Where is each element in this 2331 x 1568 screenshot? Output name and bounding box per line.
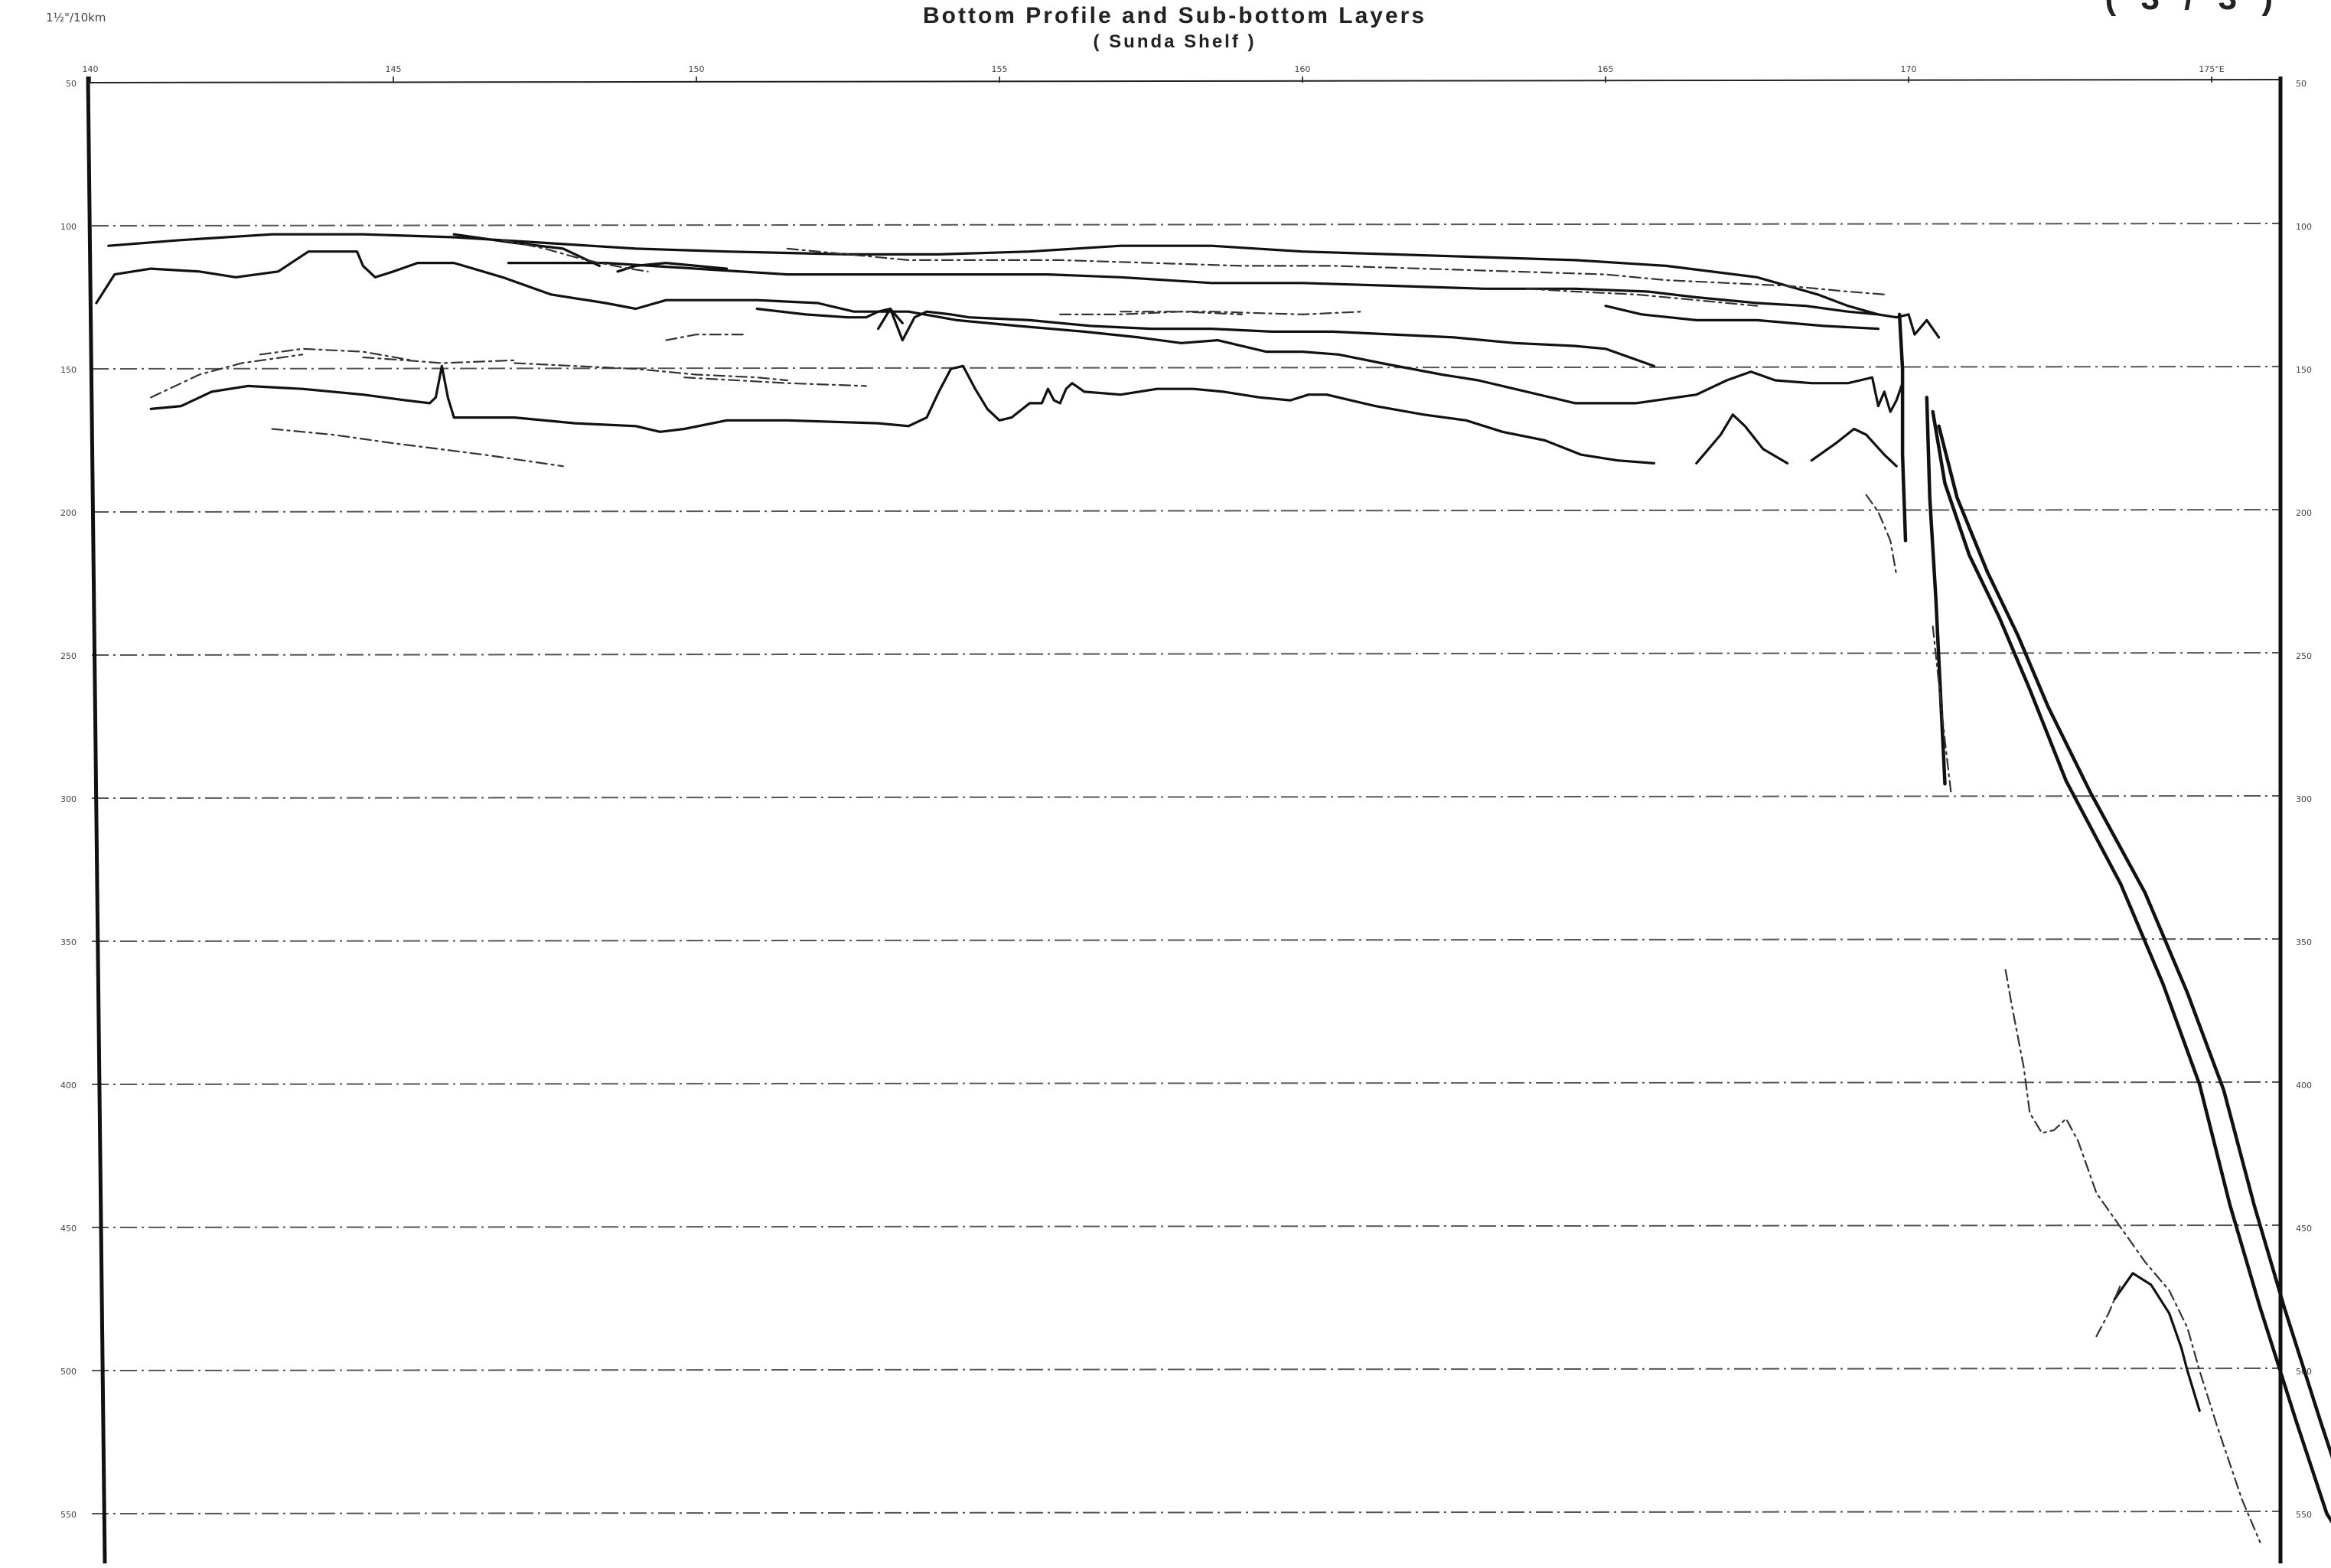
gridline-y-150 bbox=[91, 366, 2280, 370]
dashed-layer-line-23 bbox=[683, 377, 867, 387]
gridline-y-400 bbox=[91, 1081, 2280, 1085]
dashed-layer-line-21 bbox=[362, 356, 516, 364]
profile-line-5 bbox=[755, 307, 904, 324]
y-tick-label-left: 50 bbox=[66, 79, 77, 89]
y-tick-label-left: 450 bbox=[60, 1224, 77, 1234]
dashed-layer-line-20 bbox=[513, 362, 788, 382]
y-tick-label-right: 300 bbox=[2296, 794, 2312, 804]
y-tick-label-left: 300 bbox=[60, 794, 77, 804]
x-tick-label: 165 bbox=[1598, 64, 1614, 74]
dashed-layer-line-16 bbox=[259, 347, 412, 361]
profile-line-2 bbox=[149, 364, 1655, 465]
dashed-layer-line-26 bbox=[1059, 311, 1243, 315]
dashed-layer-line-19 bbox=[501, 239, 649, 272]
gridline-y-350 bbox=[91, 938, 2280, 942]
profile-line-9 bbox=[1695, 413, 1789, 465]
gridline-y-300 bbox=[91, 795, 2280, 799]
x-tick-label: 175°E bbox=[2199, 64, 2224, 74]
top-axis bbox=[87, 79, 2281, 83]
gridline-y-250 bbox=[91, 652, 2280, 656]
dashed-layer-line-31 bbox=[2004, 969, 2261, 1544]
y-tick-label-right: 50 bbox=[2296, 79, 2307, 89]
profile-line-11 bbox=[1897, 312, 1908, 543]
profile-line-3 bbox=[507, 262, 1879, 316]
y-tick-label-left: 250 bbox=[60, 651, 77, 661]
y-tick-label-left: 150 bbox=[60, 365, 77, 375]
y-tick-label-right: 450 bbox=[2296, 1224, 2312, 1234]
profile-line-10 bbox=[1810, 427, 1898, 468]
x-tick-label: 170 bbox=[1901, 64, 1917, 74]
y-tick-label-right: 550 bbox=[2296, 1510, 2312, 1520]
y-tick-label-left: 400 bbox=[60, 1081, 77, 1090]
dashed-layer-line-28 bbox=[1865, 494, 1898, 576]
series-layer bbox=[95, 233, 2331, 1544]
x-tick-label: 155 bbox=[992, 64, 1008, 74]
gridline-y-200 bbox=[91, 509, 2280, 513]
dashed-layer-line-17 bbox=[150, 354, 304, 399]
left-axis bbox=[86, 76, 107, 1564]
y-tick-label-left: 350 bbox=[60, 937, 77, 947]
x-tick-label: 145 bbox=[386, 64, 402, 74]
y-tick-label-left: 500 bbox=[60, 1367, 77, 1377]
grid-layer bbox=[91, 223, 2280, 1514]
y-tick-label-left: 100 bbox=[60, 222, 77, 232]
page-mark: ( 3 / 3 ) bbox=[2105, 0, 2280, 17]
dashed-layer-line-27 bbox=[1525, 288, 1759, 307]
dashed-layer-line-29 bbox=[1932, 625, 1952, 794]
dashed-layer-line-24 bbox=[786, 247, 1886, 295]
profile-line-15 bbox=[2113, 1272, 2201, 1413]
profile-line-7 bbox=[452, 233, 601, 267]
y-tick-label-left: 550 bbox=[60, 1510, 77, 1520]
gridline-y-550 bbox=[91, 1511, 2280, 1514]
y-tick-label-right: 350 bbox=[2296, 937, 2312, 947]
x-tick-label: 160 bbox=[1295, 64, 1311, 74]
gridline-y-500 bbox=[91, 1368, 2280, 1371]
profile-line-14 bbox=[1937, 424, 2331, 1459]
chart-title: Bottom Profile and Sub-bottom Layers bbox=[923, 3, 1426, 28]
profile-line-0 bbox=[95, 250, 1904, 413]
gridline-y-100 bbox=[91, 223, 2280, 227]
dashed-layer-line-30 bbox=[2095, 1283, 2122, 1338]
dashed-layer-line-18 bbox=[271, 428, 564, 468]
y-tick-label-left: 200 bbox=[60, 508, 77, 518]
chart-subtitle: ( Sunda Shelf ) bbox=[1094, 31, 1257, 52]
x-tick-label: 150 bbox=[689, 64, 705, 74]
gridline-y-450 bbox=[91, 1224, 2280, 1228]
y-tick-label-right: 400 bbox=[2296, 1081, 2312, 1090]
plot-frame bbox=[88, 83, 2281, 1560]
y-tick-label-right: 200 bbox=[2296, 508, 2312, 518]
dashed-layer-line-22 bbox=[665, 334, 746, 341]
corner-scale-label: 1½"/10km bbox=[46, 11, 106, 24]
y-tick-label-right: 250 bbox=[2296, 651, 2312, 661]
profile-line-6 bbox=[876, 307, 1655, 367]
profile-line-1 bbox=[107, 233, 1941, 339]
tick-layer: 50 50 100 100 150 150 200 200 250 250 300 300 350 350… bbox=[60, 64, 2312, 1520]
profile-line-4 bbox=[1604, 305, 1879, 331]
x-tick-label: 140 bbox=[83, 64, 99, 74]
y-tick-label-right: 100 bbox=[2296, 222, 2312, 232]
y-tick-label-right: 150 bbox=[2296, 365, 2312, 375]
profile-line-12 bbox=[1925, 396, 1947, 786]
profile-line-13 bbox=[1931, 409, 2331, 1524]
